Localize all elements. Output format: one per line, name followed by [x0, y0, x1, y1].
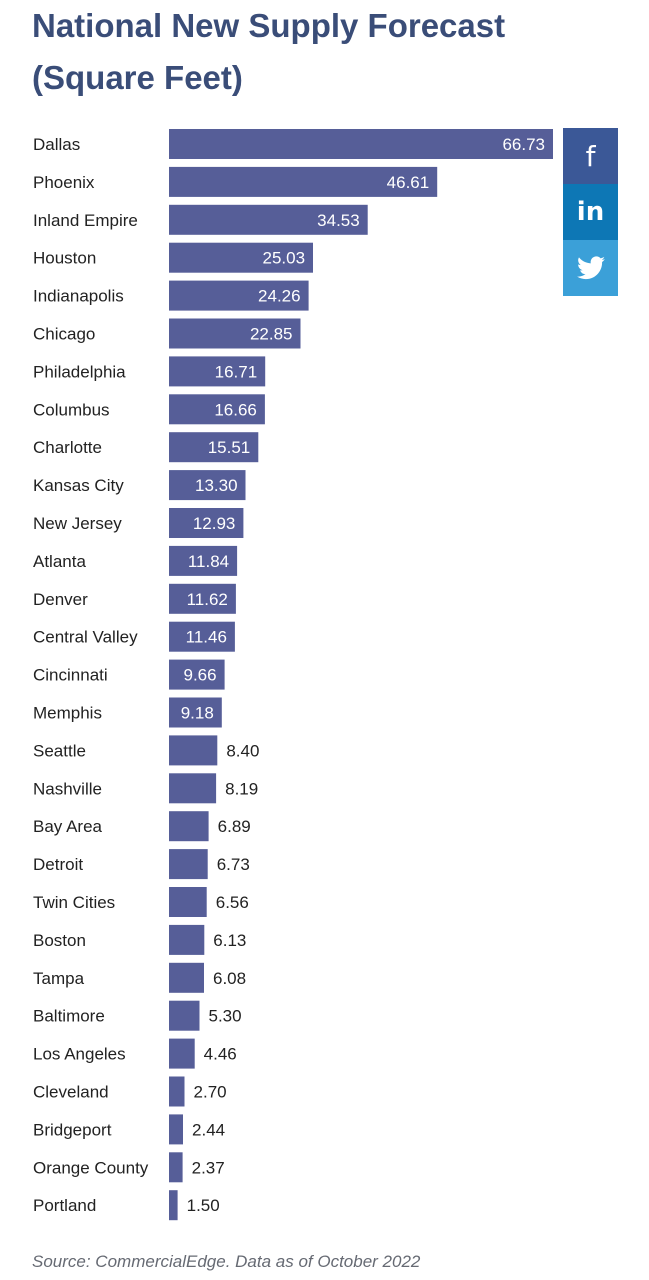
category-label: Indianapolis [33, 287, 124, 306]
value-label: 16.71 [215, 362, 258, 381]
bar-bridgeport [169, 1114, 183, 1145]
bar-houston [169, 242, 313, 273]
bar-orange-county [169, 1152, 183, 1183]
bar-los-angeles [169, 1038, 195, 1069]
twitter-share-button[interactable] [563, 240, 618, 296]
category-label: Atlanta [33, 552, 86, 571]
bar-baltimore [169, 1000, 200, 1031]
category-label: Tampa [33, 969, 85, 988]
bar-central-valley [169, 621, 235, 652]
value-label: 9.18 [181, 704, 214, 723]
value-label: 2.44 [192, 1120, 225, 1139]
category-label: Dallas [33, 135, 80, 154]
bar-dallas [169, 129, 553, 159]
bar-atlanta [169, 545, 238, 576]
category-label: Central Valley [33, 628, 138, 647]
facebook-share-button[interactable]: f [563, 128, 618, 184]
linkedin-icon: in [576, 197, 605, 227]
category-label: Cleveland [33, 1083, 109, 1102]
bar-chicago [169, 318, 301, 349]
source-note: Source: CommercialEdge. Data as of Octob… [32, 1252, 421, 1271]
value-label: 25.03 [262, 249, 305, 268]
value-label: 6.08 [213, 969, 246, 988]
category-label: Nashville [33, 779, 102, 798]
value-label: 1.50 [187, 1196, 220, 1215]
value-label: 9.66 [183, 666, 216, 685]
value-label: 16.66 [214, 400, 257, 419]
category-label: Memphis [33, 704, 102, 723]
category-label: Orange County [33, 1158, 149, 1177]
value-label: 34.53 [317, 211, 360, 230]
category-label: Seattle [33, 741, 86, 760]
value-label: 11.62 [187, 590, 228, 609]
category-label: Philadelphia [33, 362, 126, 381]
value-label: 6.89 [218, 817, 251, 836]
value-label: 11.84 [188, 552, 229, 571]
category-label: Bay Area [33, 817, 103, 836]
bar-kansas-city [169, 470, 246, 501]
category-label: Kansas City [33, 476, 124, 495]
bar-denver [169, 583, 236, 614]
category-label: Denver [33, 590, 88, 609]
bar-cincinnati [169, 659, 225, 690]
share-bar: f in [563, 128, 618, 296]
bar-detroit [169, 849, 208, 880]
bar-seattle [169, 735, 218, 766]
category-label: Baltimore [33, 1007, 105, 1026]
category-label: Twin Cities [33, 893, 115, 912]
category-label: Detroit [33, 855, 83, 874]
bar-chart: Dallas 66.73 Phoenix 46.61 Inland Empire 34.5… [33, 129, 553, 1221]
value-label: 6.13 [213, 931, 246, 950]
bar-phoenix [169, 166, 438, 197]
bar-cleveland [169, 1076, 185, 1107]
category-label: Los Angeles [33, 1045, 126, 1064]
category-label: Inland Empire [33, 211, 138, 230]
value-label: 11.46 [186, 628, 227, 647]
value-label: 2.37 [192, 1158, 225, 1177]
bar-bay-area [169, 811, 209, 842]
value-label: 6.56 [216, 893, 249, 912]
linkedin-share-button[interactable]: in [563, 184, 618, 240]
value-label: 22.85 [250, 325, 293, 344]
bar-indianapolis [169, 280, 309, 311]
category-label: Cincinnati [33, 666, 108, 685]
value-label: 5.30 [208, 1007, 241, 1026]
bar-new-jersey [169, 508, 244, 538]
bar-nashville [169, 773, 217, 804]
bar-inland-empire [169, 204, 368, 235]
facebook-icon: f [585, 139, 596, 173]
bar-memphis [169, 697, 222, 728]
bar-columbus [169, 394, 265, 425]
bar-tampa [169, 962, 204, 993]
value-label: 12.93 [193, 514, 236, 533]
bar-boston [169, 924, 205, 955]
value-label: 4.46 [204, 1045, 237, 1064]
category-label: Portland [33, 1196, 96, 1215]
value-label: 46.61 [387, 173, 430, 192]
category-label: Boston [33, 931, 86, 950]
bar-portland [169, 1190, 178, 1221]
value-label: 15.51 [208, 438, 251, 457]
value-label: 6.73 [217, 855, 250, 874]
value-label: 2.70 [194, 1083, 227, 1102]
category-label: Charlotte [33, 438, 102, 457]
value-label: 8.19 [225, 779, 258, 798]
category-label: Chicago [33, 325, 95, 344]
bar-charlotte [169, 432, 259, 463]
value-label: 8.40 [226, 741, 259, 760]
value-label: 66.73 [502, 135, 545, 154]
chart-title: National New Supply Forecast (Square Fee… [32, 7, 506, 96]
category-label: Columbus [33, 400, 110, 419]
bar-twin-cities [169, 887, 207, 917]
category-label: Phoenix [33, 173, 95, 192]
category-label: Houston [33, 249, 96, 268]
category-label: New Jersey [33, 514, 122, 533]
bar-philadelphia [169, 356, 266, 387]
twitter-icon [576, 256, 605, 280]
category-label: Bridgeport [33, 1120, 112, 1139]
value-label: 24.26 [258, 287, 301, 306]
value-label: 13.30 [195, 476, 238, 495]
